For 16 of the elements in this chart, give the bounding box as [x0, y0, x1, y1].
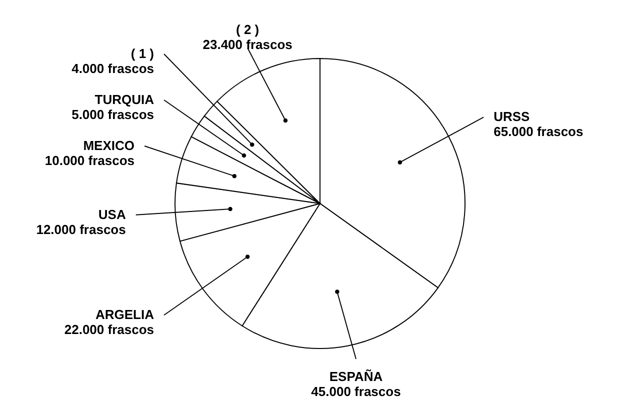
data-label: 4.000 frascos	[72, 60, 154, 76]
data-label: 22.000 frascos	[64, 322, 154, 338]
slice-label: TURQUIA	[94, 92, 155, 107]
data-label: 10.000 frascos	[44, 152, 134, 168]
slice-label: ( 2 )	[236, 22, 260, 37]
data-label: 12.000 frascos	[36, 222, 126, 237]
slice-label: ESPAÑA	[329, 369, 384, 384]
slice-label: URSS	[494, 109, 530, 124]
slice-label: USA	[98, 206, 126, 222]
data-label: 65.000 frascos	[494, 124, 584, 140]
data-label: 23.400 frascos	[202, 37, 292, 52]
slice-label: ARGELIA	[96, 307, 155, 322]
slice-label: ( 1 )	[130, 46, 154, 61]
data-label: 45.000 frascos	[311, 384, 401, 399]
data-label: 5.000 frascos	[72, 106, 154, 122]
slice-label: MEXICO	[83, 138, 134, 153]
